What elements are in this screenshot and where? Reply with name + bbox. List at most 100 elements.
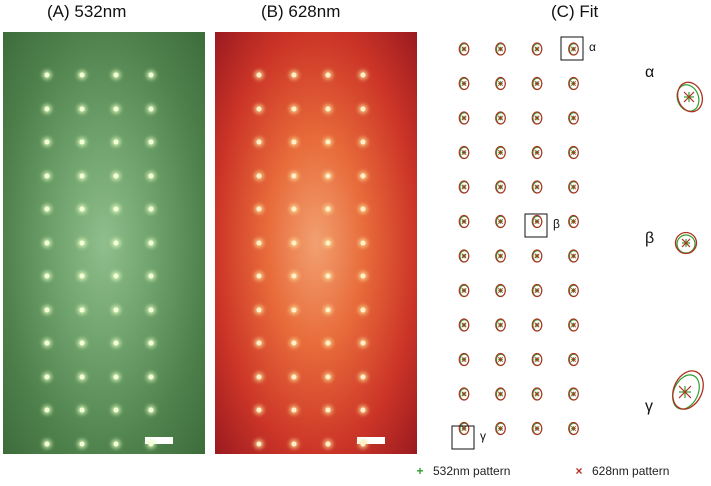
spot [79, 106, 84, 111]
spot [360, 374, 365, 379]
center-x-628nm [570, 149, 577, 156]
center-x-628nm [461, 253, 467, 259]
spot [148, 206, 153, 212]
zoom-label-alpha: α [645, 64, 655, 81]
spot [148, 374, 153, 379]
fit-ellipse-628nm [458, 318, 470, 332]
center-x-628nm [461, 46, 467, 52]
spot [44, 206, 50, 212]
spot [79, 173, 84, 178]
spot [256, 106, 262, 111]
spot [256, 407, 262, 413]
center-x-628nm [497, 149, 504, 156]
fit-ellipse-628nm [531, 283, 543, 298]
spot [360, 407, 365, 413]
legend-532nm-label: 532nm pattern [433, 464, 511, 478]
zoom-gamma-center-x [678, 385, 692, 399]
spot [148, 340, 153, 346]
center-x-628nm [570, 80, 577, 87]
spot [256, 273, 262, 279]
spot [256, 441, 262, 446]
fit-ellipse-628nm [495, 387, 506, 401]
fit-ellipse-628nm [568, 421, 579, 436]
fit-ellipse-628nm [531, 111, 543, 125]
spot [44, 307, 50, 312]
spot [44, 441, 50, 446]
spot [148, 307, 153, 312]
center-x-628nm [570, 322, 577, 328]
fit-ellipse-628nm [531, 318, 543, 332]
spot [360, 139, 365, 145]
fit-ellipse-628nm [458, 249, 470, 263]
box-label-alpha: α [589, 40, 596, 54]
fit-ellipse-628nm [495, 42, 506, 56]
spot [360, 307, 365, 312]
spot [79, 206, 84, 212]
spot [44, 139, 50, 145]
center-x-628nm [534, 115, 540, 121]
spot [291, 407, 296, 413]
spot [360, 106, 365, 111]
legend-628nm: × 628nm pattern [572, 464, 669, 478]
box-beta [524, 213, 548, 238]
fit-ellipse-628nm [531, 352, 543, 367]
center-x-628nm [461, 115, 467, 121]
center-x-628nm [570, 356, 577, 363]
center-x-628nm [461, 391, 467, 397]
spot [113, 173, 119, 178]
spot [113, 240, 119, 245]
zoom-gamma-ellipse-532nm [672, 374, 700, 410]
spot [325, 441, 331, 446]
panel-628nm-image [215, 32, 417, 454]
center-x-628nm [497, 356, 504, 363]
fit-ellipse-628nm [568, 42, 579, 56]
spot [291, 441, 296, 446]
center-x-628nm [497, 115, 504, 121]
center-x-628nm [534, 46, 540, 52]
fit-ellipse-628nm [458, 145, 470, 160]
spot [79, 441, 84, 446]
center-x-628nm [570, 218, 577, 225]
legend-628nm-label: 628nm pattern [592, 464, 670, 478]
fit-ellipse-628nm [495, 214, 506, 229]
title-fit: (C) Fit [551, 2, 599, 21]
panel-532nm-image [3, 32, 205, 454]
spot [79, 72, 84, 78]
center-x-628nm [497, 184, 504, 190]
center-x-628nm [497, 46, 504, 52]
box-gamma [451, 425, 475, 450]
center-x-628nm [570, 391, 577, 397]
spot [44, 240, 50, 245]
fit-ellipse-628nm [458, 352, 470, 367]
zoom-alpha-ellipse-628nm [676, 81, 704, 113]
zoom-gamma-ellipse-628nm [672, 370, 704, 410]
spot [113, 340, 119, 346]
center-x-628nm [534, 149, 540, 156]
spot [256, 240, 262, 245]
fit-ellipse-628nm [495, 76, 506, 91]
center-x-628nm [497, 322, 504, 328]
spot [113, 206, 119, 212]
fit-ellipse-628nm [495, 249, 506, 263]
legend-532nm: +532nm pattern [413, 464, 510, 478]
center-x-628nm [461, 425, 467, 432]
legend-plus-marker: + [416, 464, 424, 478]
zoom-beta-ellipse-628nm [674, 231, 698, 255]
center-x-628nm [461, 80, 467, 87]
spot [291, 374, 296, 379]
fit-ellipse-628nm [458, 283, 470, 298]
spot [79, 374, 84, 379]
center-x-628nm [534, 253, 540, 259]
center-x-628nm [461, 184, 467, 190]
title-532nm: (A) 532nm [47, 2, 127, 21]
fit-ellipse-628nm [568, 214, 579, 229]
spot [360, 173, 365, 178]
legend-x-marker: × [575, 464, 583, 478]
spot [291, 206, 296, 212]
fit-ellipse-628nm [568, 283, 579, 298]
spot [44, 374, 50, 379]
center-x-628nm [534, 80, 540, 87]
spot [113, 273, 119, 279]
zoom-alpha-ellipse-532nm [676, 84, 700, 112]
